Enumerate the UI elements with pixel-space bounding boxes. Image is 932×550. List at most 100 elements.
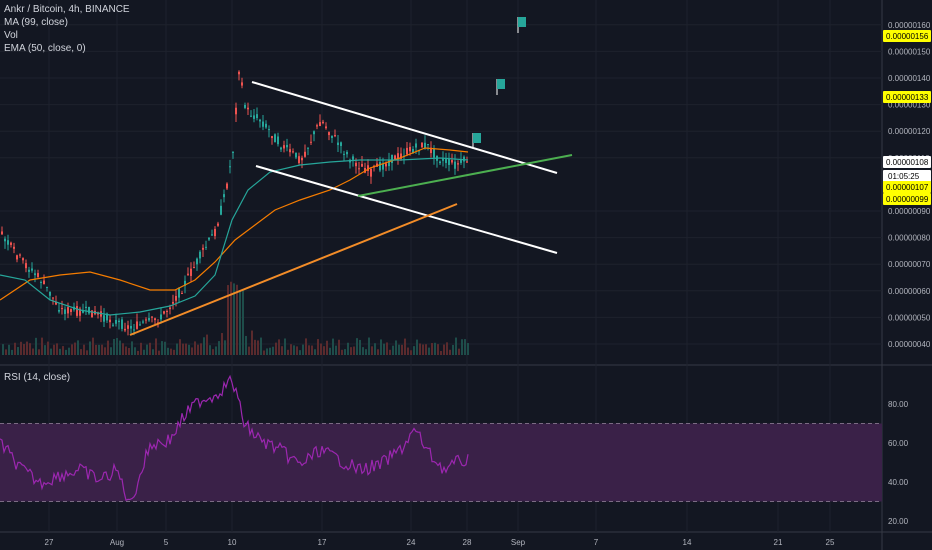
x-tick-label: Aug [110,538,124,547]
volume-bar [167,347,169,355]
candle-body [277,136,279,145]
candle-body [88,306,90,314]
volume-bar [35,337,37,355]
volume-bar [218,341,220,355]
x-tick-label: 17 [318,538,327,547]
ema-legend: EMA (50, close, 0) [4,43,86,54]
volume-bar [422,344,424,355]
volume-bar [371,346,373,355]
volume-bar [278,339,280,355]
volume-bar [152,349,154,355]
price-tick-label: 0.00000130 [888,101,931,110]
candle-body [397,153,399,160]
candle-body [136,321,138,329]
volume-bar [440,350,442,355]
x-tick-label: 28 [463,538,472,547]
candle-body [106,313,108,321]
volume-bar [2,344,4,355]
volume-bar [125,346,127,355]
volume-bar [203,337,205,355]
volume-bar [335,345,337,355]
volume-bar [89,341,91,355]
volume-bar [347,342,349,355]
volume-bar [446,342,448,355]
candle-body [313,131,315,135]
candle-body [58,309,60,312]
volume-bar [194,341,196,355]
volume-bar [260,337,262,355]
symbol-legend: Ankr / Bitcoin, 4h, BINANCE [4,4,130,15]
volume-bar [365,349,367,355]
volume-bar [170,348,172,355]
candle-body [379,162,381,171]
candle-body [283,145,285,149]
volume-bar [8,344,10,355]
x-tick-label: 5 [164,538,169,547]
volume-bar [23,344,25,355]
candle-body [388,160,390,167]
candle-body [256,114,258,118]
candle-body [235,107,237,115]
candle-body [229,166,231,168]
candle-body [196,258,198,265]
volume-bar [155,338,157,355]
candle-body [448,158,450,165]
candle-body [139,324,141,326]
candle-body [241,82,243,86]
volume-bar [281,346,283,355]
candle-body [223,194,225,198]
volume-bar [176,343,178,355]
candle-body [361,163,363,167]
volume-bar [230,281,232,355]
channel-lower-line [255,165,558,254]
volume-bar [146,344,148,355]
price-tick-label: 0.00000060 [888,287,931,296]
price-label-099: 0.00000099 [886,195,929,204]
volume-bar [284,338,286,355]
volume-bar [215,346,217,355]
volume-bar [449,349,451,355]
candle-body [1,231,3,235]
volume-bar [323,346,325,355]
volume-bar [71,344,73,355]
price-tick-label: 0.00000070 [888,260,931,269]
volume-bar [452,344,454,355]
candle-body [421,142,423,148]
candle-body [253,115,255,119]
volume-bar [80,349,82,355]
candle-body [115,319,117,324]
volume-bar [47,341,49,355]
volume-bar [68,347,70,355]
candle-body [193,266,195,268]
x-tick-label: 21 [774,538,783,547]
volume-bar [413,346,415,355]
volume-bar [104,347,106,355]
candle-body [145,319,147,321]
candle-body [82,310,84,313]
volume-bar [266,348,268,355]
price-label-last-bg [883,156,931,168]
volume-bar [353,346,355,355]
green-trend-line [357,154,573,197]
candle-body [325,126,327,129]
candle-body [91,310,93,318]
volume-bar [242,290,244,355]
volume-bar [290,344,292,355]
candle-body [406,147,408,155]
volume-bar [140,342,142,355]
rsi-tick-label: 20.00 [888,517,909,526]
volume-bar [32,348,34,355]
volume-bar [434,342,436,355]
candle-body [391,154,393,163]
volume-bar [11,349,13,355]
candle-body [169,307,171,310]
volume-bar [425,344,427,355]
volume-bar [164,341,166,355]
volume-bar [122,343,124,355]
volume-bar [299,350,301,355]
volume-bar [341,349,343,355]
volume-bar [314,349,316,355]
volume-bar [161,341,163,355]
candle-body [208,237,210,240]
